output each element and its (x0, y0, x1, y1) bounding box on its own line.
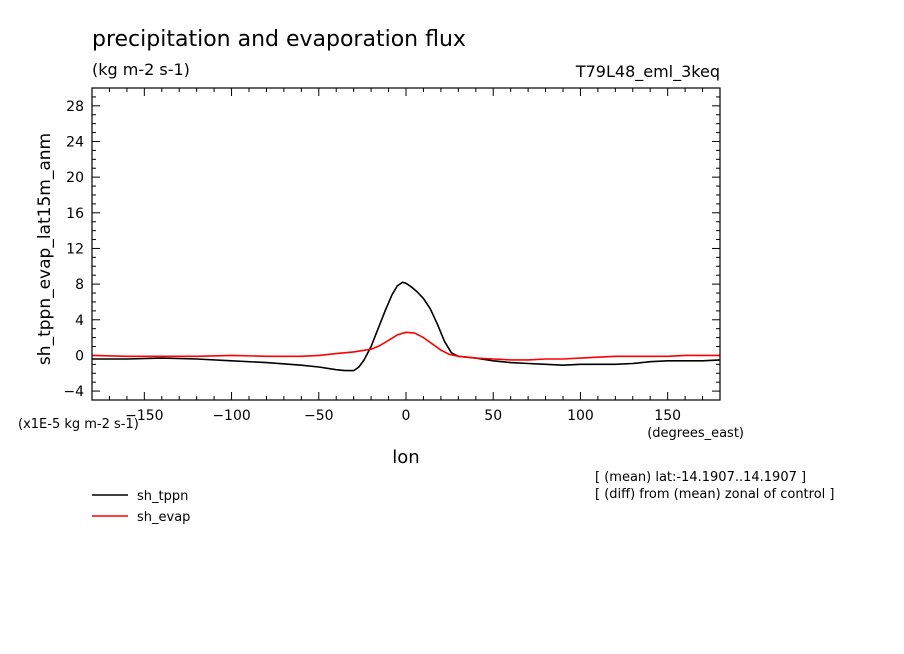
y-tick-label: 12 (66, 241, 84, 257)
series-line-sh-tppn (92, 281, 721, 372)
y-scale-note: (x1E-5 kg m-2 s-1) (18, 417, 139, 432)
x-tick-label: −150 (125, 408, 163, 424)
x-tick-label: 50 (484, 408, 502, 424)
chart-subtitle: (kg m-2 s-1) (92, 60, 190, 79)
x-units-label: (degrees_east) (647, 426, 744, 441)
y-tick-label: −4 (63, 384, 84, 400)
y-tick-label: 28 (66, 99, 84, 115)
legend-label-sh-evap: sh_evap (137, 510, 190, 525)
x-axis-label: lon (392, 447, 419, 468)
run-label: T79L48_eml_3keq (575, 62, 720, 82)
note-diff-control: [ (diff) from (mean) zonal of control ] (595, 487, 834, 502)
plot-frame (91, 87, 721, 401)
y-tick-label: 16 (66, 206, 84, 222)
y-tick-label: 4 (75, 313, 84, 329)
y-tick-label: 24 (66, 134, 84, 150)
y-tick-label: 8 (75, 277, 84, 293)
y-tick-label: 20 (66, 170, 84, 186)
note-mean-lat: [ (mean) lat:-14.1907..14.1907 ] (595, 470, 806, 485)
x-tick-label: 0 (402, 408, 411, 424)
y-axis-label: sh_tppn_evap_lat15m_anm (35, 133, 55, 365)
x-tick-label: 100 (567, 408, 594, 424)
y-tick-label: 0 (75, 348, 84, 364)
x-tick-label: 150 (654, 408, 681, 424)
x-tick-label: −50 (304, 408, 334, 424)
legend-label-sh-tppn: sh_tppn (137, 489, 188, 504)
chart-title: precipitation and evaporation flux (92, 27, 466, 52)
legend: sh_tppn sh_evap (92, 489, 190, 525)
x-tick-label: −100 (212, 408, 250, 424)
series-line-sh-evap (91, 331, 720, 361)
plot-area: −150 −100 −50 0 50 100 150 −4 0 4 8 12 16 20 24 28 (63, 87, 721, 424)
